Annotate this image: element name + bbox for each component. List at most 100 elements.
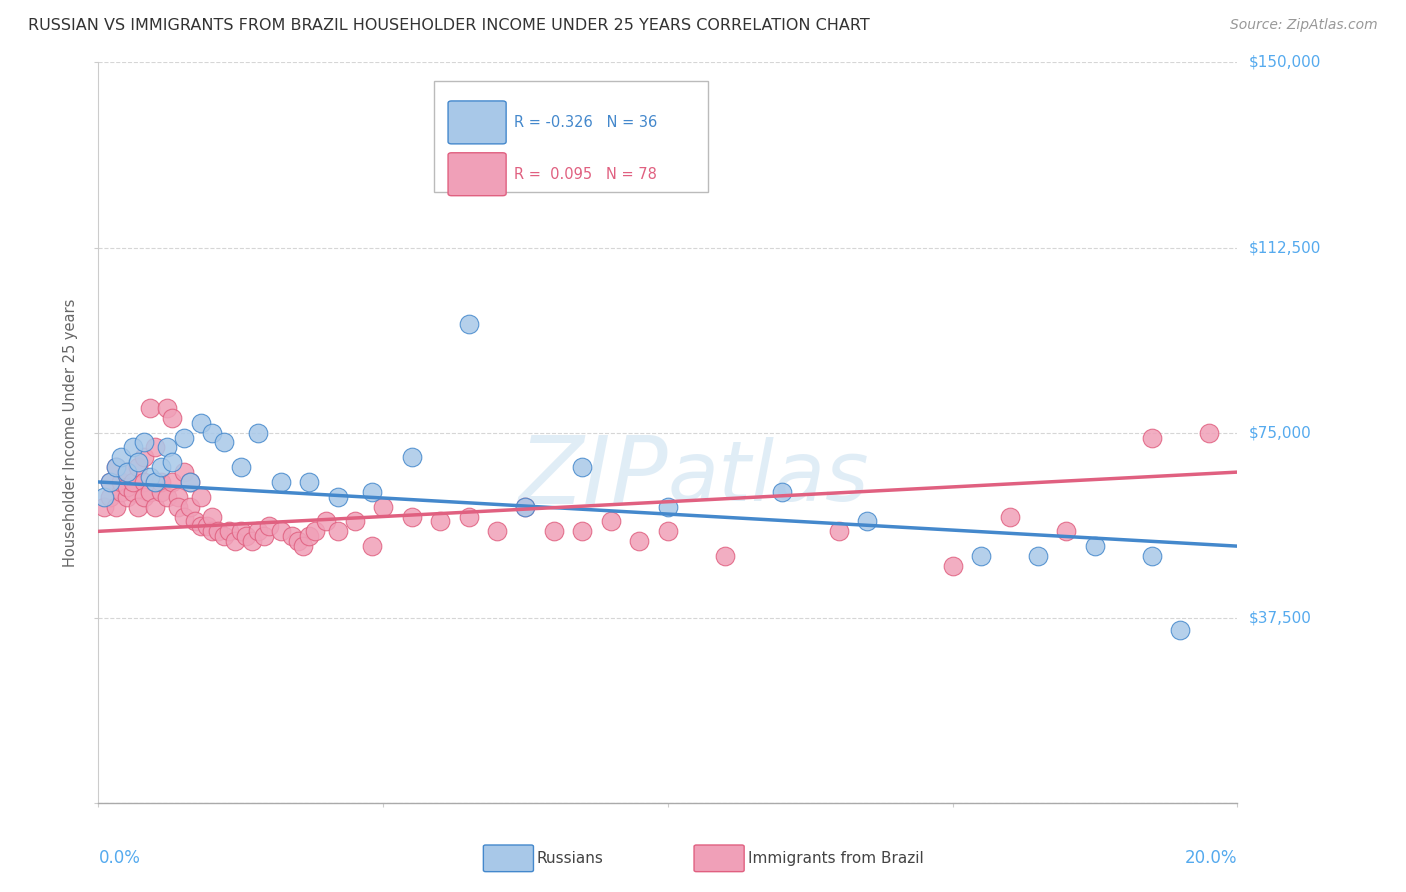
Point (457, 509, 479, 524)
Point (190, 416, 212, 430)
Point (162, 410, 184, 425)
Point (173, 465, 195, 479)
Point (235, 529, 257, 543)
Point (1056, 524, 1078, 539)
Point (457, 317, 479, 331)
Point (714, 549, 737, 563)
Point (281, 529, 304, 543)
Point (127, 455, 149, 469)
Point (429, 515, 451, 529)
Point (998, 509, 1021, 524)
Point (360, 484, 382, 499)
Point (184, 515, 207, 529)
Point (326, 524, 349, 539)
Point (115, 480, 138, 494)
Point (98, 490, 121, 504)
Point (628, 534, 651, 549)
Point (486, 524, 509, 539)
Text: ZIP: ZIP (519, 432, 668, 523)
Text: 20.0%: 20.0% (1185, 849, 1237, 867)
Point (190, 519, 212, 533)
Point (657, 500, 679, 514)
Y-axis label: Householder Income Under 25 years: Householder Income Under 25 years (63, 299, 79, 566)
Point (252, 529, 274, 543)
Point (770, 484, 793, 499)
Point (145, 441, 167, 455)
Point (298, 475, 321, 489)
Point (229, 460, 252, 475)
Point (571, 460, 593, 475)
Point (173, 431, 195, 445)
Point (156, 441, 179, 455)
Point (145, 475, 167, 489)
Point (138, 484, 160, 499)
Point (201, 509, 224, 524)
Text: $37,500: $37,500 (1249, 610, 1312, 625)
Point (360, 539, 382, 553)
Point (110, 475, 132, 489)
Point (201, 425, 224, 440)
Text: R =  0.095   N = 78: R = 0.095 N = 78 (515, 167, 657, 182)
Point (132, 450, 155, 465)
Point (326, 490, 349, 504)
Point (167, 500, 190, 514)
Point (259, 519, 281, 533)
Point (218, 524, 240, 539)
Point (104, 500, 127, 514)
Point (1026, 549, 1049, 563)
Point (138, 470, 160, 484)
Point (401, 450, 423, 465)
Point (600, 515, 623, 529)
Point (167, 490, 190, 504)
Point (179, 500, 201, 514)
Point (145, 500, 167, 514)
Point (115, 465, 138, 479)
Point (104, 460, 127, 475)
Point (138, 401, 160, 415)
Point (543, 524, 565, 539)
Point (132, 475, 155, 489)
Point (115, 490, 138, 504)
Point (121, 441, 143, 455)
Text: Russians: Russians (537, 851, 603, 866)
Point (1170, 623, 1192, 637)
Text: $75,000: $75,000 (1249, 425, 1312, 440)
FancyBboxPatch shape (449, 153, 506, 195)
Point (104, 460, 127, 475)
Text: $150,000: $150,000 (1249, 55, 1320, 70)
Point (246, 425, 269, 440)
Point (315, 515, 337, 529)
Point (127, 500, 149, 514)
Point (942, 558, 965, 573)
Text: 0.0%: 0.0% (98, 849, 141, 867)
Point (292, 539, 315, 553)
Point (515, 500, 537, 514)
FancyBboxPatch shape (695, 845, 744, 871)
Point (270, 524, 292, 539)
Point (132, 490, 155, 504)
Point (150, 475, 173, 489)
FancyBboxPatch shape (434, 81, 707, 192)
Point (145, 475, 167, 489)
Point (515, 500, 537, 514)
Text: Source: ZipAtlas.com: Source: ZipAtlas.com (1230, 18, 1378, 32)
Point (121, 475, 143, 489)
Point (195, 519, 218, 533)
Point (201, 524, 224, 539)
Text: R = -0.326   N = 36: R = -0.326 N = 36 (515, 115, 658, 130)
Point (162, 475, 184, 489)
Point (179, 475, 201, 489)
Point (224, 534, 246, 549)
Point (127, 460, 149, 475)
Point (856, 515, 879, 529)
Point (121, 484, 143, 499)
Point (212, 435, 235, 450)
Point (343, 515, 366, 529)
Point (1084, 539, 1107, 553)
Text: RUSSIAN VS IMMIGRANTS FROM BRAZIL HOUSEHOLDER INCOME UNDER 25 YEARS CORRELATION : RUSSIAN VS IMMIGRANTS FROM BRAZIL HOUSEH… (28, 18, 870, 33)
Point (970, 549, 993, 563)
Point (98, 475, 121, 489)
Point (110, 450, 132, 465)
Point (657, 524, 679, 539)
Point (93, 500, 115, 514)
